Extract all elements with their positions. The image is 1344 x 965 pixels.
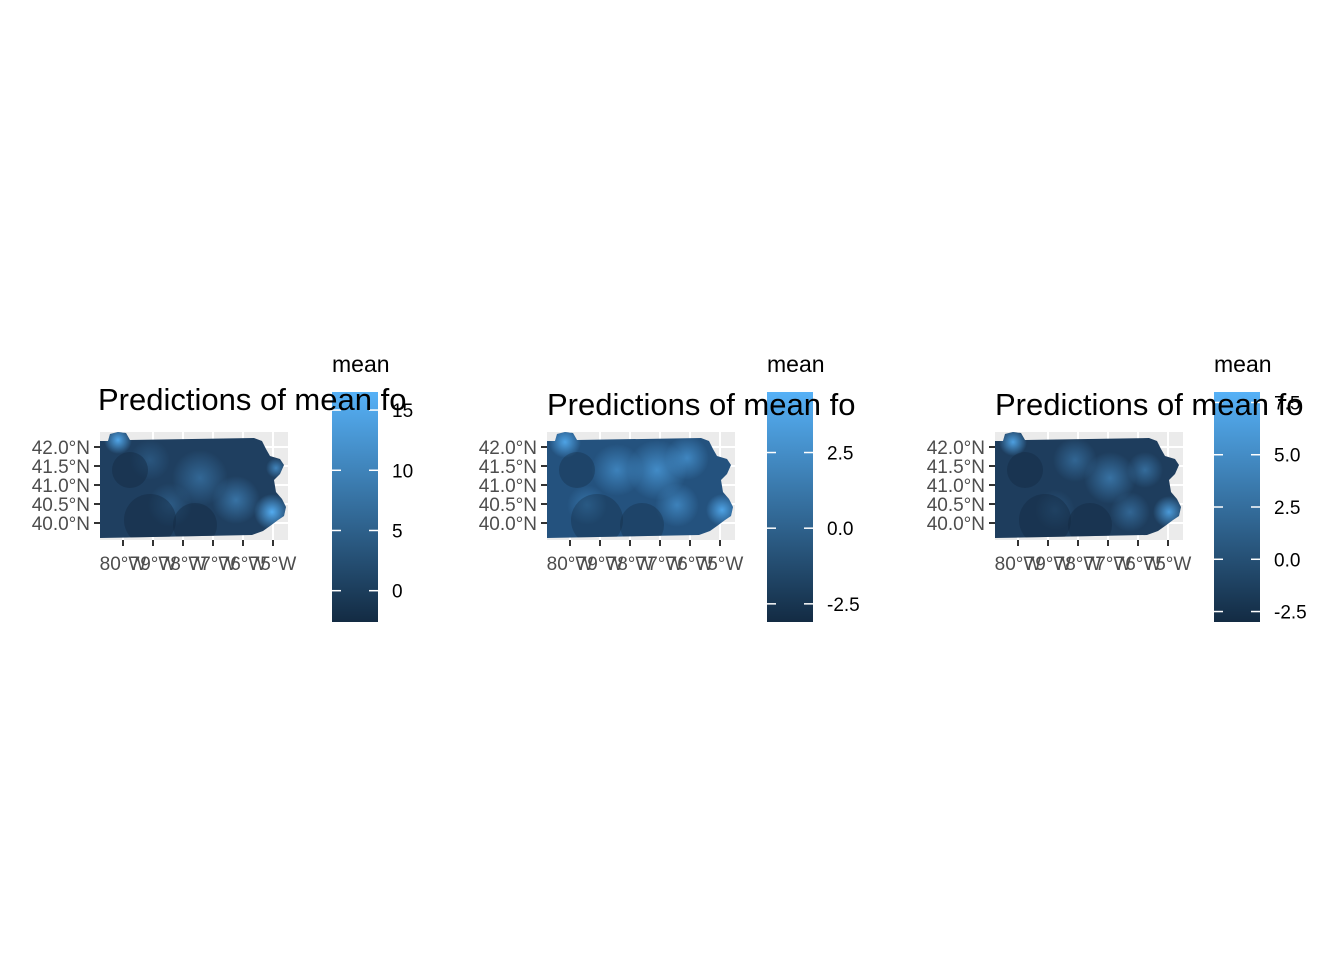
x-tick-label: 80°W <box>995 554 1042 575</box>
chart-title: Predictions of mean fo <box>995 387 1303 422</box>
chart-title: Predictions of mean fo <box>98 382 406 417</box>
x-tick-label: 76°W <box>667 554 714 575</box>
legend-label: 0 <box>392 582 403 603</box>
surface-blob <box>1053 438 1097 482</box>
y-tick-label: 42.0°N <box>32 438 90 459</box>
x-tick-label: 75°W <box>1145 554 1192 575</box>
legend-label: 0.0 <box>1274 550 1300 571</box>
surface-blob <box>1127 452 1163 488</box>
map-panel-2: 42.0°N41.5°N41.0°N40.5°N40.0°N 80°W79°W78… <box>479 432 744 575</box>
y-tick-label: 41.5°N <box>927 457 985 478</box>
y-tick-label: 40.5°N <box>479 495 537 516</box>
y-tick-label: 40.0°N <box>32 514 90 535</box>
surface-blob <box>1110 492 1150 532</box>
legend-label: 0.0 <box>827 519 853 540</box>
surface-blob <box>567 485 607 525</box>
legend-colorbar <box>767 392 813 622</box>
surface-dark-patch <box>1007 452 1043 488</box>
legend-title: mean <box>1214 351 1272 377</box>
legend-label: 5.0 <box>1274 446 1300 467</box>
surface-blob <box>591 444 643 496</box>
x-tick-label: 76°W <box>220 554 267 575</box>
x-tick-label: 79°W <box>577 554 624 575</box>
legend-label: 2.5 <box>1274 498 1300 519</box>
y-tick-label: 41.5°N <box>32 457 90 478</box>
surface-blob <box>130 440 170 480</box>
surface-blob <box>665 436 709 480</box>
legend-title: mean <box>767 351 825 377</box>
x-tick-label: 77°W <box>190 554 237 575</box>
legend-label: 2.5 <box>827 444 853 465</box>
y-tick-label: 42.0°N <box>927 438 985 459</box>
surface-dark-patch <box>620 503 664 538</box>
x-tick-label: 79°W <box>1025 554 1072 575</box>
legend-label: -2.5 <box>827 595 860 616</box>
map-panel-1: 42.0°N41.5°N41.0°N40.5°N40.0°N 80°W79°W78… <box>32 432 297 575</box>
x-tick-label: 78°W <box>160 554 207 575</box>
x-tick-label: 77°W <box>637 554 684 575</box>
surface-dark-patch <box>1019 494 1071 538</box>
legend-label: 7.5 <box>1274 393 1300 414</box>
surface-blob <box>1035 490 1075 530</box>
surface-blob <box>655 483 699 527</box>
legend-label: 10 <box>392 461 413 482</box>
x-tick-label: 75°W <box>250 554 297 575</box>
x-tick-label: 78°W <box>607 554 654 575</box>
map-panel-3: 42.0°N41.5°N41.0°N40.5°N40.0°N 80°W79°W78… <box>927 432 1192 575</box>
surface-dark-patch <box>1068 503 1112 538</box>
legend-label: 15 <box>392 401 413 422</box>
surface-dark-patch <box>571 494 623 538</box>
surface-blob <box>212 476 260 524</box>
y-tick-label: 41.0°N <box>927 476 985 497</box>
y-tick-label: 40.5°N <box>927 495 985 516</box>
y-tick-label: 42.0°N <box>479 438 537 459</box>
legend-label: 5 <box>392 521 403 542</box>
y-tick-label: 41.5°N <box>479 457 537 478</box>
surface-blob <box>148 483 192 527</box>
x-tick-label: 75°W <box>697 554 744 575</box>
y-tick-label: 40.5°N <box>32 495 90 516</box>
legend-colorbar <box>332 392 378 622</box>
surface-dark-patch <box>112 452 148 488</box>
surface-blob <box>1084 452 1136 504</box>
surface-dark-patch <box>559 452 595 488</box>
x-tick-label: 78°W <box>1055 554 1102 575</box>
x-tick-label: 76°W <box>1115 554 1162 575</box>
legend-label: -2.5 <box>1274 603 1307 624</box>
y-tick-label: 40.0°N <box>479 514 537 535</box>
x-tick-label: 77°W <box>1085 554 1132 575</box>
surface-blob <box>549 432 581 458</box>
legend-title: mean <box>332 351 390 377</box>
y-tick-label: 41.0°N <box>32 476 90 497</box>
y-tick-label: 40.0°N <box>927 514 985 535</box>
chart-title: Predictions of mean fo <box>547 387 855 422</box>
x-tick-label: 80°W <box>100 554 147 575</box>
surface-dark-patch <box>124 494 176 538</box>
y-tick-label: 41.0°N <box>479 476 537 497</box>
x-tick-label: 80°W <box>547 554 594 575</box>
surface-dark-patch <box>173 503 217 538</box>
surface-blob <box>999 432 1027 456</box>
x-tick-label: 79°W <box>130 554 177 575</box>
